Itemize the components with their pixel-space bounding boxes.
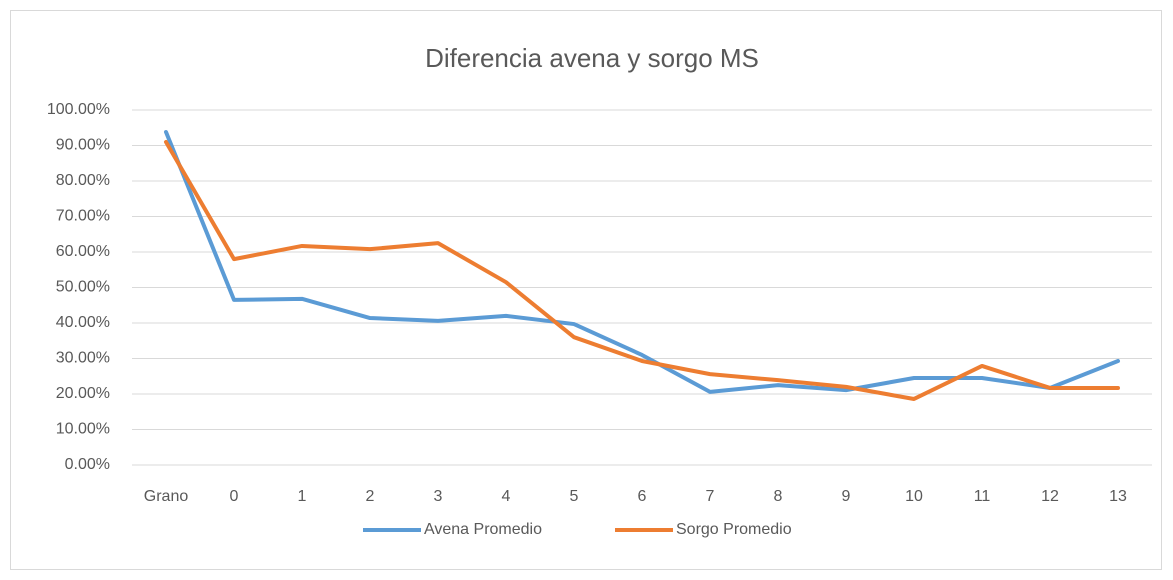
- x-tick-label: 8: [774, 488, 783, 505]
- x-tick-label: 3: [434, 488, 443, 505]
- x-tick-label: 12: [1041, 488, 1059, 505]
- x-tick-label: 1: [298, 488, 307, 505]
- x-tick-label: 4: [502, 488, 511, 505]
- legend-label: Sorgo Promedio: [676, 521, 792, 538]
- y-tick-label: 20.00%: [56, 385, 110, 402]
- y-tick-label: 0.00%: [65, 456, 110, 473]
- y-tick-label: 100.00%: [47, 101, 110, 118]
- legend-label: Avena Promedio: [424, 521, 542, 538]
- y-tick-label: 50.00%: [56, 279, 110, 296]
- x-tick-label: 11: [974, 488, 991, 505]
- x-tick-label: 9: [842, 488, 851, 505]
- y-tick-label: 70.00%: [56, 208, 110, 225]
- x-tick-label: Grano: [144, 488, 189, 505]
- y-tick-label: 60.00%: [56, 243, 110, 260]
- x-tick-label: 10: [905, 488, 923, 505]
- x-tick-label: 6: [638, 488, 647, 505]
- x-tick-label: 0: [230, 488, 239, 505]
- y-tick-label: 40.00%: [56, 314, 110, 331]
- line-series: [164, 139, 1120, 401]
- chart-title: Diferencia avena y sorgo MS: [425, 43, 759, 73]
- y-tick-label: 90.00%: [56, 137, 110, 154]
- chart-border: [10, 10, 1162, 570]
- x-tick-label: 7: [706, 488, 715, 505]
- x-tick-label: 13: [1109, 488, 1127, 505]
- x-tick-label: 5: [570, 488, 579, 505]
- x-tick-label: 2: [366, 488, 375, 505]
- y-tick-label: 80.00%: [56, 172, 110, 189]
- y-tick-label: 30.00%: [56, 350, 110, 367]
- y-tick-label: 10.00%: [56, 421, 110, 438]
